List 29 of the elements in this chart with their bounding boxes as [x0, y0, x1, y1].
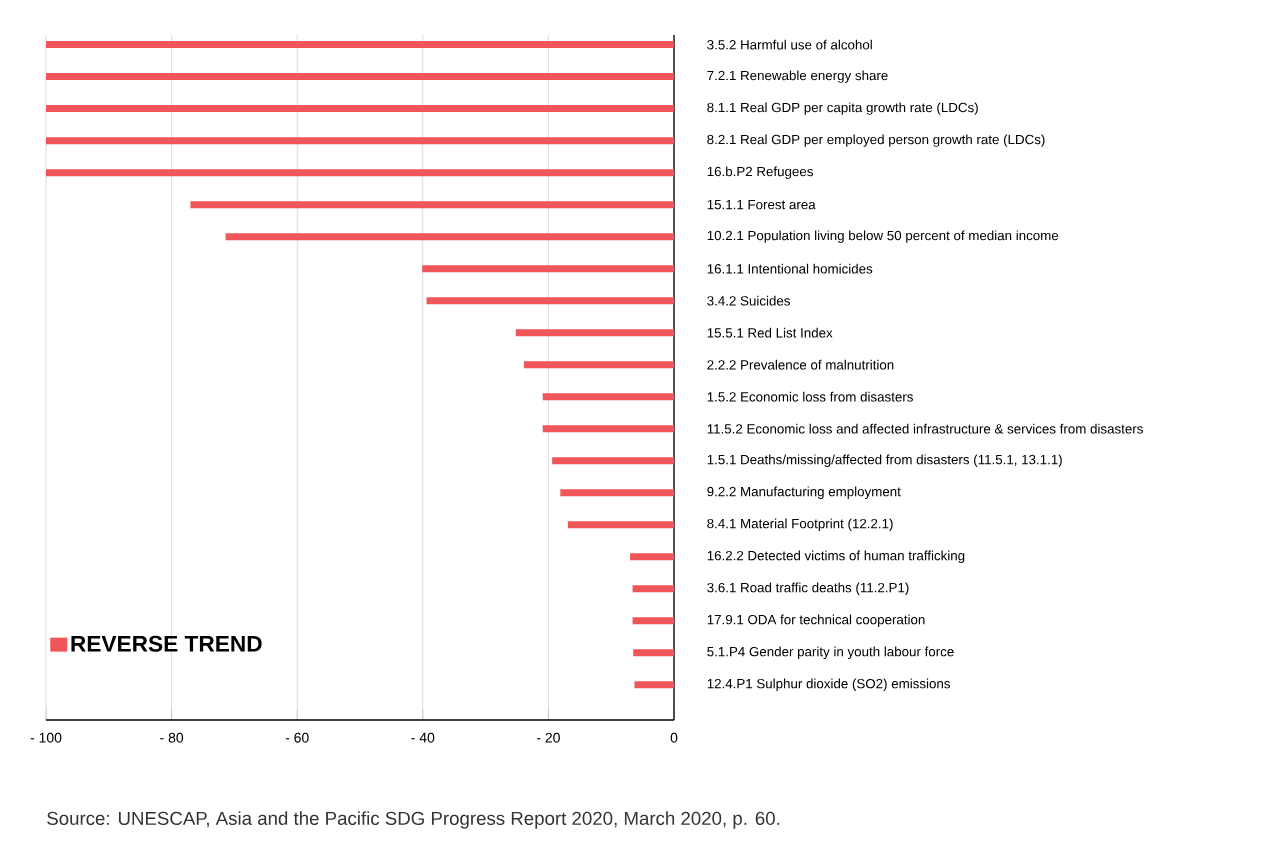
- y-tick-label: 3.6.1 Road traffic deaths (11.2.P1): [707, 582, 909, 595]
- x-tick-label: - 40: [411, 732, 435, 743]
- y-tick-label: 16.b.P2 Refugees: [707, 166, 813, 179]
- x-tick-label: - 100: [30, 732, 62, 743]
- y-tick-label: 8.2.1 Real GDP per employed person growth rate (LDCs): [707, 134, 1045, 147]
- y-tick-label: 16.1.1 Intentional homicides: [707, 263, 873, 274]
- y-tick-label: 10.2.1 Population living below 50 percent of median income: [707, 230, 1059, 243]
- x-tick-label: - 20: [536, 732, 560, 743]
- y-tick-label: 3.4.2 Suicides: [707, 295, 790, 306]
- y-tick-label: 16.2.2 Detected victims of human trafficking: [707, 550, 965, 563]
- y-tick-label: 3.5.2 Harmful use of alcohol: [707, 39, 872, 50]
- y-tick-label: 15.1.1 Forest area: [707, 199, 816, 210]
- y-tick-label: 2.2.2 Prevalence of malnutrition: [707, 359, 894, 370]
- legend-label: REVERSE TREND: [71, 635, 262, 652]
- x-tick-label: - 80: [160, 732, 184, 743]
- y-tick-label: 1.5.2 Economic loss from disasters: [707, 391, 913, 402]
- y-tick-label: 17.9.1 ODA for technical cooperation: [707, 614, 925, 627]
- y-tick-label: 15.5.1 Red List Index: [707, 327, 833, 338]
- y-tick-label: 9.2.2 Manufacturing employment: [707, 486, 901, 499]
- y-tick-label: 5.1.P4 Gender parity in youth labour force: [707, 646, 954, 659]
- y-tick-label: 7.2.1 Renewable energy share: [707, 70, 888, 83]
- y-tick-label: 12.4.P1 Sulphur dioxide (SO2) emissions: [707, 678, 951, 691]
- source-note: Source: UNESCAP, Asia and the Pacific SDG Progress Report 2020, March 2020, p. 60.: [47, 811, 780, 829]
- y-tick-label: 8.1.1 Real GDP per capita growth rate (LDCs): [707, 102, 978, 115]
- y-tick-label: 1.5.1 Deaths/missing/affected from disasters (11.5.1, 13.1.1): [707, 454, 1062, 467]
- y-tick-label: 11.5.2 Economic loss and affected infrastructure & services from disasters: [707, 423, 1143, 434]
- y-tick-label: 8.4.1 Material Footprint (12.2.1): [707, 518, 893, 531]
- x-tick-label: 0: [670, 732, 678, 743]
- x-tick-label: - 60: [285, 732, 309, 743]
